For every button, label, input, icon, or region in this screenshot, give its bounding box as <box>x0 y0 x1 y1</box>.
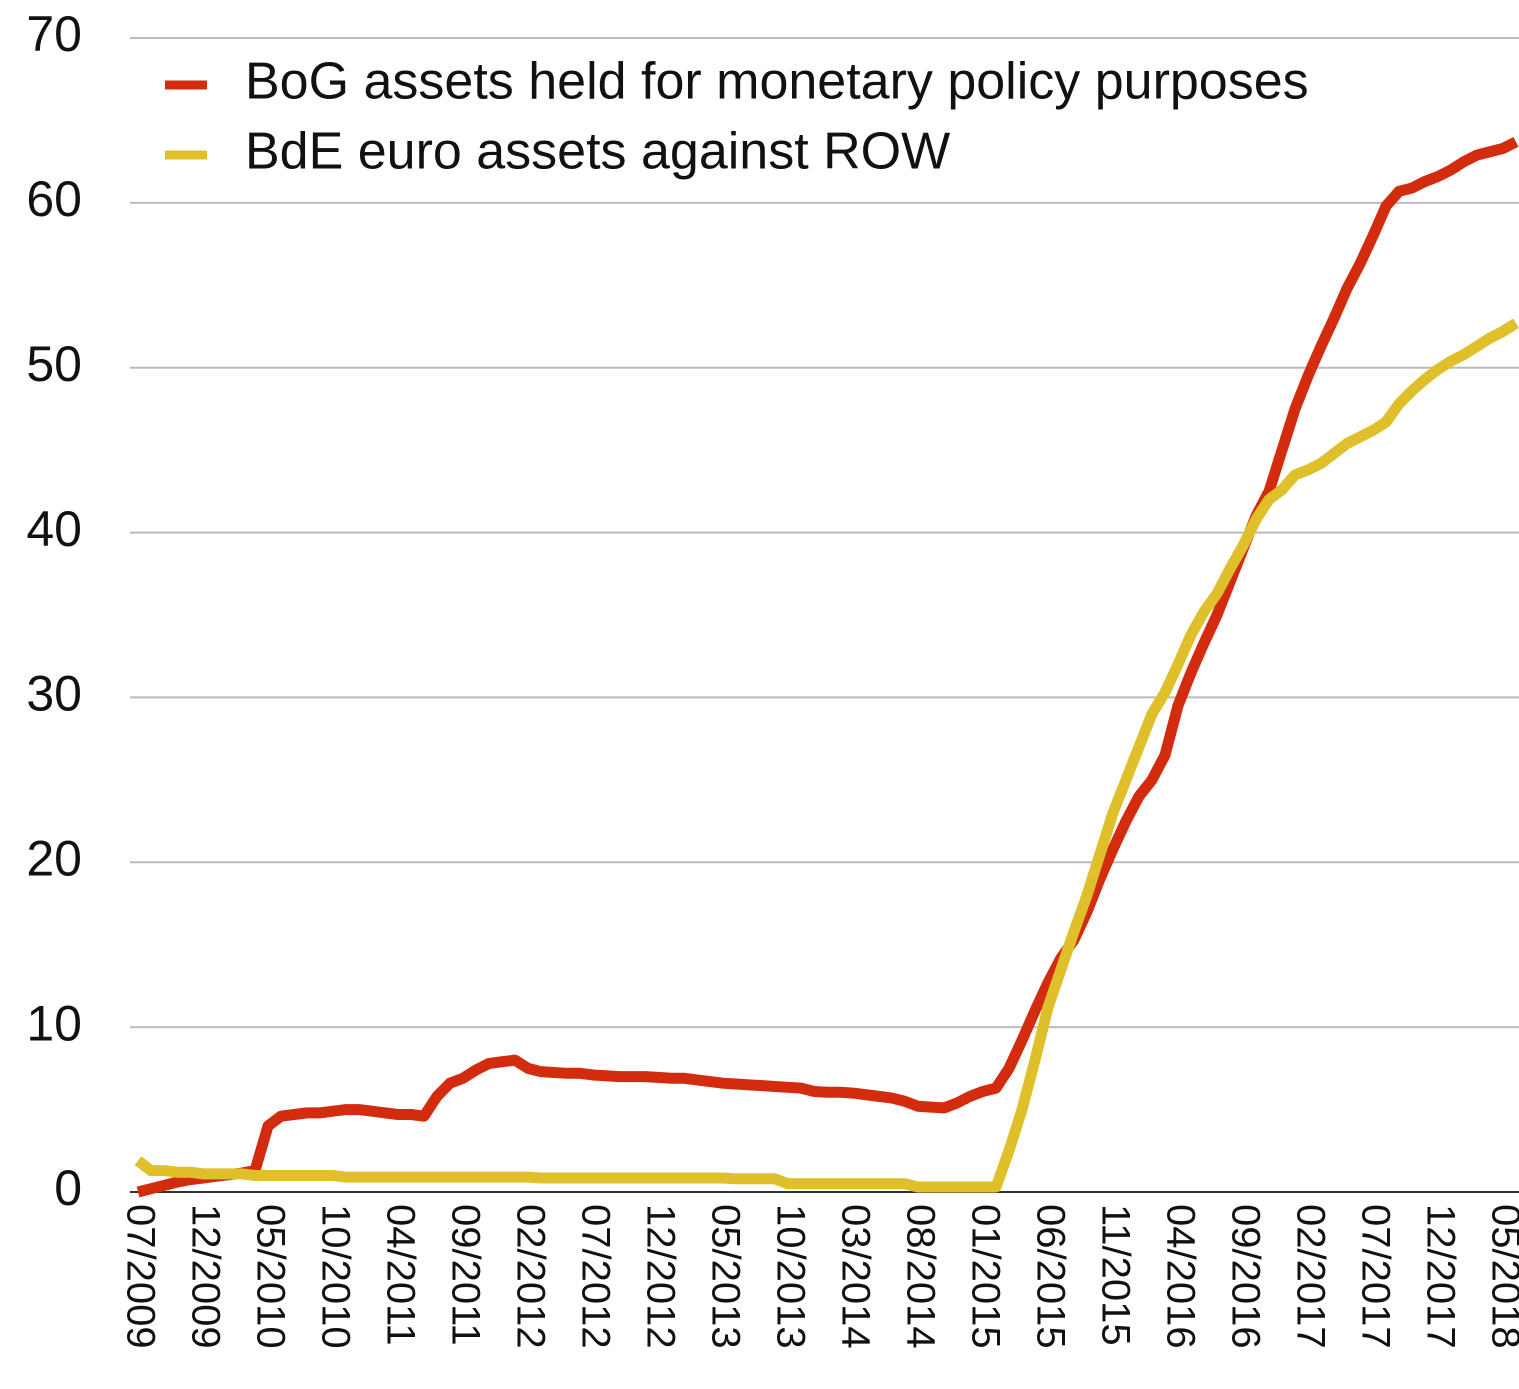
y-tick-label: 60 <box>26 171 82 227</box>
x-tick-label: 05/2018 <box>1483 1204 1519 1349</box>
legend-label: BoG assets held for monetary policy purp… <box>245 53 1309 111</box>
x-tick-label: 09/2011 <box>443 1204 487 1346</box>
x-tick-label: 06/2015 <box>1028 1204 1072 1349</box>
x-tick-label: 04/2011 <box>378 1204 422 1346</box>
x-tick-label: 12/2009 <box>183 1204 227 1349</box>
legend-label: BdE euro assets against ROW <box>245 123 950 181</box>
x-tick-label: 07/2012 <box>573 1204 617 1349</box>
line <box>136 136 1519 1198</box>
line <box>134 318 1519 1193</box>
x-tick-label: 02/2012 <box>508 1204 552 1349</box>
x-tick-label: 10/2010 <box>313 1204 357 1349</box>
y-tick-label: 50 <box>26 336 82 392</box>
x-tick-label: 10/2013 <box>768 1204 812 1349</box>
y-tick-label: 10 <box>26 995 82 1051</box>
x-tick-label: 09/2016 <box>1223 1204 1267 1349</box>
y-tick-label: 30 <box>26 666 82 722</box>
x-tick-label: 12/2017 <box>1418 1204 1462 1349</box>
x-tick-label: 03/2014 <box>833 1204 877 1349</box>
x-tick-label: 05/2013 <box>703 1204 747 1349</box>
y-tick-label: 0 <box>54 1160 82 1216</box>
x-tick-label: 02/2017 <box>1288 1204 1332 1349</box>
x-tick-label: 04/2016 <box>1158 1204 1202 1349</box>
x-tick-label: 08/2014 <box>898 1204 942 1349</box>
y-tick-label: 40 <box>26 501 82 557</box>
x-tick-label: 12/2012 <box>638 1204 682 1349</box>
y-tick-label: 70 <box>26 6 82 62</box>
y-tick-label: 20 <box>26 830 82 886</box>
x-tick-label: 01/2015 <box>963 1204 1007 1349</box>
x-tick-label: 05/2010 <box>248 1204 292 1349</box>
x-tick-label: 07/2017 <box>1353 1204 1397 1349</box>
x-tick-label: 11/2015 <box>1093 1204 1137 1346</box>
x-tick-label: 07/2009 <box>118 1204 162 1349</box>
